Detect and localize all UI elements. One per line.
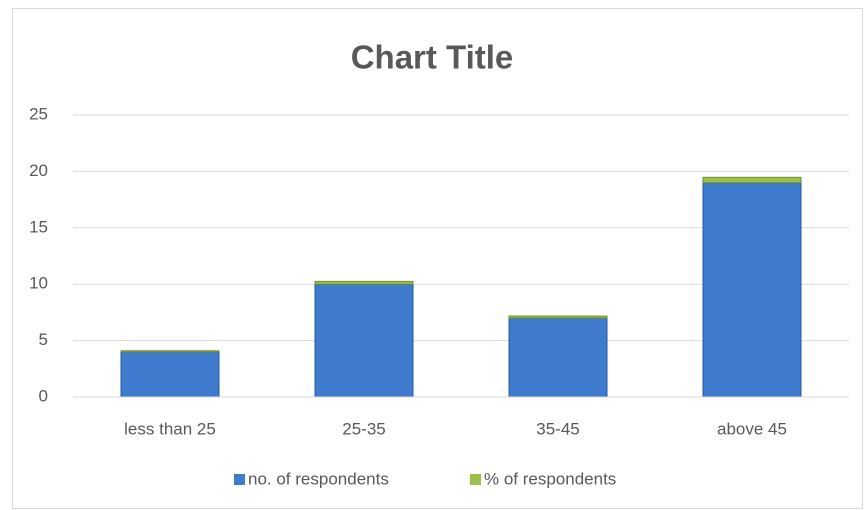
bar-segment (508, 317, 608, 398)
x-tick-label: 25-35 (342, 419, 385, 438)
y-tick-label: 10 (29, 274, 48, 293)
bar-segment (314, 283, 414, 398)
bar-segment (508, 315, 608, 319)
x-tick-label: 35-45 (536, 419, 579, 438)
y-tick-label: 0 (39, 386, 48, 405)
y-tick-label: 25 (29, 104, 48, 123)
legend-label: no. of respondents (248, 469, 389, 488)
bar-segment (702, 182, 802, 398)
chart-title: Chart Title (351, 39, 514, 76)
x-tick-label: less than 25 (124, 419, 216, 438)
y-tick-label: 20 (29, 161, 48, 180)
legend-swatch (470, 474, 481, 485)
legend-swatch (234, 474, 245, 485)
bar-segment (120, 351, 220, 398)
legend-label: % of respondents (484, 469, 616, 488)
bar-segment (702, 176, 802, 184)
y-tick-label: 5 (39, 330, 48, 349)
x-tick-label: above 45 (717, 419, 787, 438)
bar-segment (120, 350, 220, 353)
bar-segment (314, 280, 414, 285)
y-tick-label: 15 (29, 217, 48, 236)
